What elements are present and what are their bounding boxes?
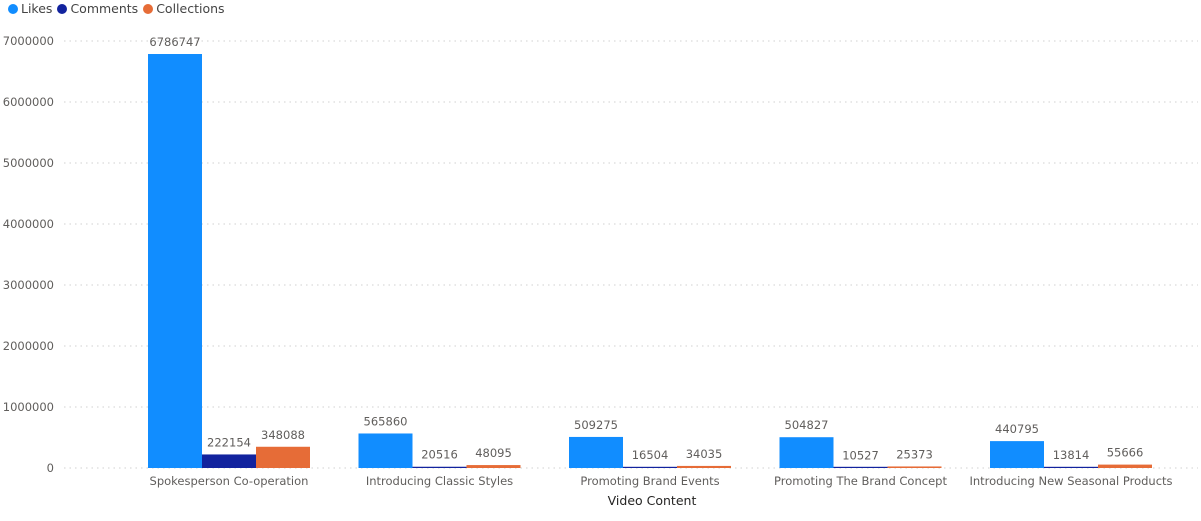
bar-comments: [623, 466, 677, 468]
bar-likes: [990, 441, 1044, 468]
x-tick-label: Introducing Classic Styles: [366, 474, 513, 488]
legend-swatch: [8, 3, 18, 14]
bar-likes: [569, 436, 623, 468]
y-tick-label: 2000000: [3, 339, 54, 353]
bar-collections: [466, 465, 521, 468]
x-tick-label: Promoting The Brand Concept: [774, 474, 947, 488]
x-axis-title: Video Content: [608, 493, 697, 508]
bar-comments: [412, 466, 467, 468]
data-label: 565860: [364, 414, 408, 428]
y-tick-label: 6000000: [3, 95, 54, 109]
data-label: 16504: [632, 448, 669, 462]
data-label: 48095: [475, 446, 512, 460]
bar-comments: [202, 454, 256, 468]
bar-collections: [887, 466, 942, 468]
data-label: 25373: [896, 447, 933, 461]
data-label: 222154: [207, 435, 251, 449]
legend-item-likes[interactable]: Likes: [8, 1, 52, 16]
legend-label: Likes: [21, 1, 53, 16]
bar-likes: [148, 54, 202, 469]
bar-comments: [1044, 466, 1098, 468]
bar-likes: [779, 437, 834, 468]
data-label: 10527: [842, 448, 879, 462]
legend-item-collections[interactable]: Collections: [143, 1, 225, 16]
legend-label: Collections: [156, 1, 225, 16]
chart-legend: Likes Comments Collections: [8, 1, 230, 16]
y-tick-label: 0: [47, 461, 54, 475]
bar-collections: [1098, 464, 1152, 468]
data-label: 20516: [421, 448, 458, 462]
data-label: 55666: [1107, 446, 1144, 460]
data-label: 13814: [1053, 448, 1090, 462]
bar-collections: [256, 446, 310, 468]
data-label: 6786747: [149, 35, 200, 49]
legend-swatch: [57, 3, 68, 14]
y-tick-label: 3000000: [3, 278, 54, 292]
y-tick-label: 1000000: [3, 400, 54, 414]
y-tick-label: 7000000: [3, 34, 54, 48]
x-tick-label: Spokesperson Co-operation: [150, 474, 309, 488]
x-tick-label: Promoting Brand Events: [580, 474, 719, 488]
y-tick-label: 4000000: [3, 217, 54, 231]
bar-collections: [677, 465, 731, 468]
data-label: 504827: [785, 418, 829, 432]
bar-likes: [358, 433, 413, 468]
legend-swatch: [143, 3, 154, 14]
y-tick-label: 5000000: [3, 156, 54, 170]
legend-item-comments[interactable]: Comments: [57, 1, 138, 16]
data-label: 348088: [261, 428, 305, 442]
data-label: 34035: [686, 447, 723, 461]
bar-comments: [833, 466, 888, 468]
data-label: 509275: [574, 418, 618, 432]
legend-label: Comments: [70, 1, 139, 16]
data-label: 440795: [995, 422, 1039, 436]
x-tick-label: Introducing New Seasonal Products: [969, 474, 1172, 488]
